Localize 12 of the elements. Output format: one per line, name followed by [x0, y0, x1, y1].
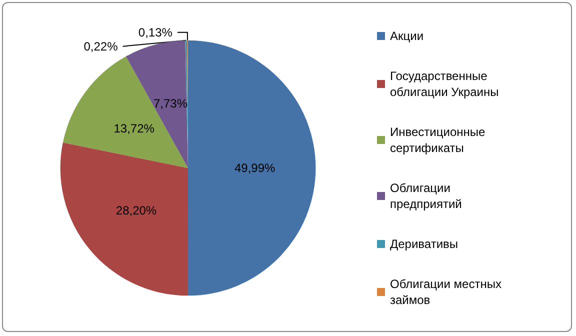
data-label: 7,73%	[153, 96, 188, 110]
data-label: 0,22%	[84, 39, 118, 54]
legend-label: Облигации местных займов	[390, 277, 502, 307]
data-label: 28,20%	[116, 203, 157, 218]
data-label: 13,72%	[114, 122, 155, 136]
legend-label: Акции	[390, 29, 424, 43]
data-label: 0,13%	[138, 25, 173, 40]
legend-label: Инвестиционные сертификаты	[390, 125, 486, 155]
data-label: 49,99%	[234, 160, 276, 175]
legend-label: Деривативы	[390, 237, 458, 251]
legend-label: Облигации предприятий	[390, 181, 462, 211]
legend-label: Государственные облигации Украины	[390, 69, 499, 99]
